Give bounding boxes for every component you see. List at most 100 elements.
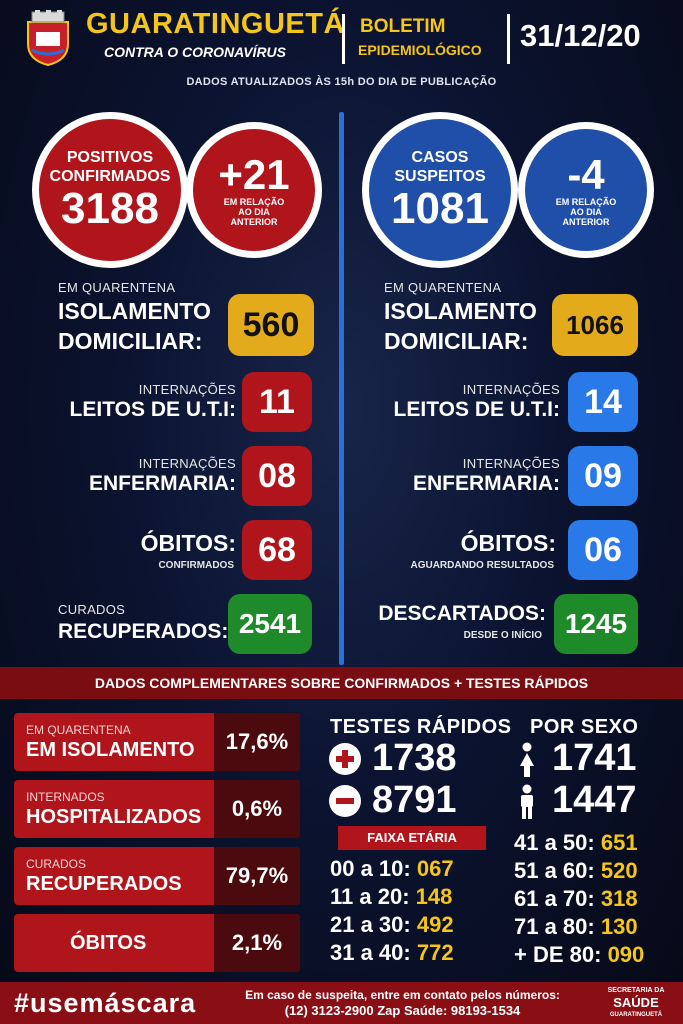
uti-value-box: 11	[242, 372, 312, 432]
obitos-value-box: 68	[242, 520, 312, 580]
positivos-label: POSITIVOS	[66, 149, 154, 166]
curados-value-box: 2541	[228, 594, 312, 654]
contact-phones: (12) 3123-2900 Zap Saúde: 98193-1534	[284, 1003, 521, 1018]
age-range: 61 a 70:	[514, 886, 595, 911]
subtitle: CONTRA O CORONAVÍRUS	[104, 44, 286, 60]
faixa-etaria-title: FAIXA ETÁRIA	[338, 826, 486, 850]
pct-row-hospitalizados: INTERNADOS HOSPITALIZADOS 0,6%	[14, 780, 300, 838]
testes-title: TESTES RÁPIDOS	[330, 716, 512, 738]
curados-small-label: CURADOS	[58, 602, 126, 617]
sec-title: SAÚDE	[613, 995, 659, 1010]
boletim-subtitle: EPIDEMIOLÓGICO	[358, 42, 482, 58]
obitos-value-box-right: 06	[568, 520, 638, 580]
sexo-feminino: 1741	[552, 737, 637, 779]
isolamento-label: ISOLAMENTO	[58, 298, 211, 324]
obitos-small-label: CONFIRMADOS	[158, 560, 234, 571]
center-divider	[339, 112, 344, 665]
minus-icon	[329, 785, 361, 817]
delta-note: ANTERIOR	[562, 217, 610, 227]
age-row: 61 a 70: 318	[514, 886, 638, 912]
domiciliar-label-right: DOMICILIAR:	[384, 328, 529, 354]
sexo-title: POR SEXO	[530, 716, 639, 738]
age-value: 651	[600, 830, 638, 855]
hashtag: #usemáscara	[14, 988, 197, 1018]
pct-small-label: INTERNADOS	[26, 790, 105, 804]
age-range: 71 a 80:	[514, 914, 595, 939]
isolamento-value-box: 560	[228, 294, 314, 356]
suspeitos-label-2: SUSPEITOS	[394, 168, 486, 185]
pct-value: 0,6%	[214, 780, 300, 838]
suspeitos-circle: CASOS SUSPEITOS 1081	[362, 112, 518, 268]
age-value: 492	[416, 912, 454, 937]
age-value: 130	[600, 914, 638, 939]
delta-note: EM RELAÇÃO	[223, 197, 285, 207]
pct-row-isolamento: EM QUARENTENA EM ISOLAMENTO 17,6%	[14, 713, 300, 771]
pct-label: HOSPITALIZADOS	[26, 806, 202, 828]
enfermaria-label: ENFERMARIA:	[89, 472, 236, 495]
complementary-title: DADOS COMPLEMENTARES SOBRE CONFIRMADOS +…	[94, 675, 589, 691]
quarentena-label: EM QUARENTENA	[58, 280, 176, 295]
descartados-value-box: 1245	[554, 594, 638, 654]
age-value: 090	[607, 942, 645, 967]
uti-label: LEITOS DE U.T.I:	[69, 398, 236, 421]
pct-value: 2,1%	[214, 914, 300, 972]
city-title: GUARATINGUETÁ	[86, 8, 345, 40]
age-value: 148	[415, 884, 453, 909]
age-row: 41 a 50: 651	[514, 830, 638, 856]
obitos-label-right: ÓBITOS:	[460, 530, 556, 556]
age-range: 51 a 60:	[514, 858, 595, 883]
isolamento-value-box-right: 1066	[552, 294, 638, 356]
age-row: 71 a 80: 130	[514, 914, 638, 940]
suspeitos-value: 1081	[391, 184, 489, 233]
age-row: + DE 80: 090	[514, 942, 644, 968]
domiciliar-label: DOMICILIAR:	[58, 328, 203, 354]
age-range: 11 a 20:	[330, 884, 410, 909]
complementary-band	[0, 667, 683, 699]
pct-small-label: EM QUARENTENA	[26, 723, 131, 737]
age-row: 31 a 40: 772	[330, 940, 454, 966]
age-range: 41 a 50:	[514, 830, 595, 855]
delta-note: ANTERIOR	[230, 217, 278, 227]
uti-label-right: LEITOS DE U.T.I:	[393, 398, 560, 421]
descartados-small-label: DESDE O INÍCIO	[463, 630, 542, 641]
age-range: + DE 80:	[514, 942, 602, 967]
pct-row-recuperados: CURADOS RECUPERADOS 79,7%	[14, 847, 300, 905]
contact-line: Em caso de suspeita, entre em contato pe…	[245, 988, 560, 1002]
age-row: 00 a 10: 067	[330, 856, 454, 882]
obitos-small-label-right: AGUARDANDO RESULTADOS	[410, 560, 554, 571]
obitos-label: ÓBITOS:	[140, 530, 236, 556]
testes-positivos: 1738	[372, 737, 457, 779]
quarentena-label-right: EM QUARENTENA	[384, 280, 502, 295]
age-value: 520	[600, 858, 638, 883]
header-divider	[342, 14, 345, 64]
pct-value: 79,7%	[214, 847, 300, 905]
uti-small-label: INTERNAÇÕES	[138, 382, 236, 397]
delta-note: AO DIA	[570, 207, 602, 217]
pct-value: 17,6%	[214, 713, 300, 771]
secretaria-logo: SECRETARIA DA SAÚDE GUARATINGUETÁ	[596, 986, 676, 1020]
positivos-circle: POSITIVOS CONFIRMADOS 3188	[32, 112, 188, 268]
delta-note: AO DIA	[238, 207, 270, 217]
enfermaria-value-box-right: 09	[568, 446, 638, 506]
suspeitos-delta-circle: -4 EM RELAÇÃO AO DIA ANTERIOR	[518, 122, 654, 258]
positivos-delta-circle: +21 EM RELAÇÃO AO DIA ANTERIOR	[186, 122, 322, 258]
pct-row-obitos: ÓBITOS 2,1%	[14, 914, 300, 972]
testes-negativos: 8791	[372, 779, 457, 821]
age-range: 21 a 30:	[330, 912, 411, 937]
suspeitos-delta: -4	[567, 151, 605, 198]
age-value: 067	[416, 856, 454, 881]
age-row: 21 a 30: 492	[330, 912, 454, 938]
age-row: 11 a 20: 148	[330, 884, 452, 910]
age-row: 51 a 60: 520	[514, 858, 638, 884]
updated-note: DADOS ATUALIZADOS ÀS 15h DO DIA DE PUBLI…	[186, 76, 497, 88]
age-range: 00 a 10:	[330, 856, 411, 881]
suspeitos-label: CASOS	[411, 149, 469, 166]
female-icon	[520, 742, 534, 777]
age-range: 31 a 40:	[330, 940, 411, 965]
sec-line: SECRETARIA DA	[607, 987, 665, 994]
age-value: 772	[416, 940, 454, 965]
boletim-title: BOLETIM	[360, 16, 446, 37]
plus-icon	[329, 743, 361, 775]
bulletin-date: 31/12/20	[520, 18, 641, 53]
sec-city: GUARATINGUETÁ	[609, 1012, 663, 1018]
